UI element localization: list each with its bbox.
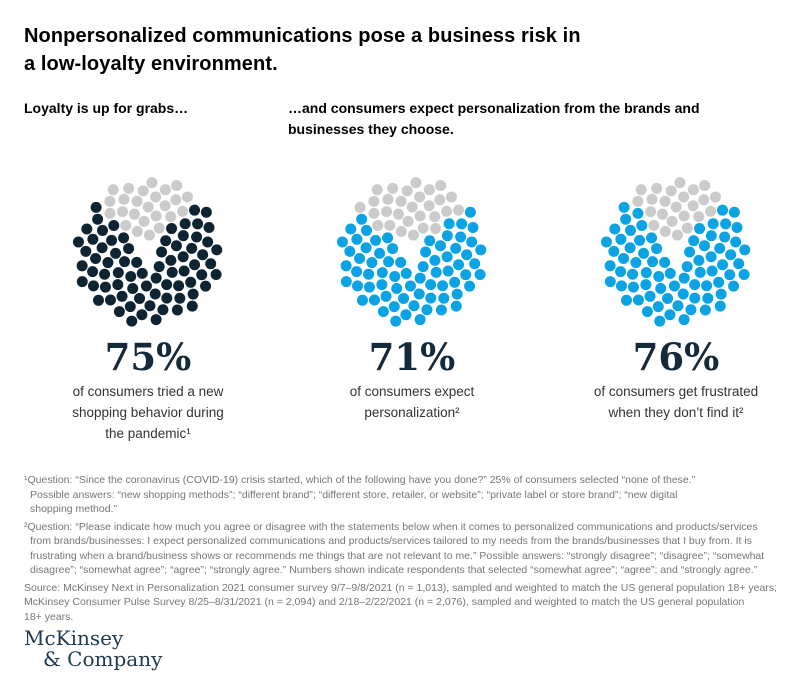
footnote-1: ¹Question: “Since the coronavirus (COVID… (24, 474, 696, 515)
percent-caption: of consumers expect personalization² (349, 384, 475, 420)
subhead-left: Loyalty is up for grabs… (24, 100, 189, 116)
mckinsey-logo: McKinsey & Company (24, 628, 780, 670)
dot-chart-new-shopping-behavior: 75% of consumers tried a new shopping be… (24, 172, 272, 444)
logo-line-2: & Company (43, 647, 163, 671)
footnotes-block: ¹Question: “Since the coronavirus (COVID… (24, 473, 788, 624)
dot-matrix-chart (72, 177, 223, 327)
source-line: Source: McKinsey Next in Personalization… (24, 581, 777, 623)
percent-value: 76% (632, 335, 720, 379)
dot-matrix-chart (600, 177, 751, 327)
subhead-row: Loyalty is up for grabs… …and consumers … (24, 98, 780, 140)
percent-value: 71% (368, 335, 456, 379)
page-title: Nonpersonalized communications pose a bu… (24, 25, 581, 75)
percent-caption: of consumers get frustrated when they do… (593, 384, 759, 420)
subhead-right: …and consumers expect personalization fr… (288, 100, 700, 137)
percent-caption: of consumers tried a new shopping behavi… (72, 384, 224, 441)
dot-matrix-chart (336, 177, 487, 327)
dot-chart-expect-personalization: 71% of consumers expect personalization² (288, 172, 536, 444)
logo-line-1: McKinsey (24, 626, 124, 650)
percent-value: 75% (104, 335, 192, 379)
dot-chart-frustrated: 76% of consumers get frustrated when the… (552, 172, 800, 444)
dot-charts-row: 75% of consumers tried a new shopping be… (24, 172, 780, 444)
footnote-2: ²Question: “Please indicate how much you… (24, 520, 765, 577)
